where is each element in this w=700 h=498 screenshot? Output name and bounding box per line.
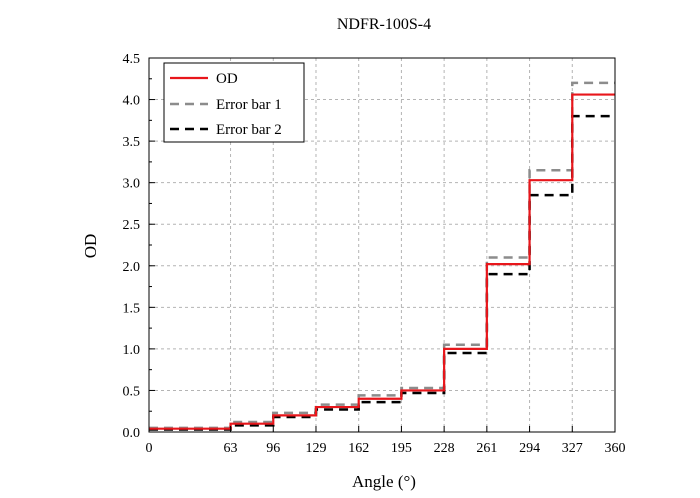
y-axis-title: OD xyxy=(81,234,100,259)
x-tick-label: 162 xyxy=(348,441,369,456)
y-tick-label: 2.5 xyxy=(123,218,141,233)
legend-label-error-bar-2: Error bar 2 xyxy=(216,122,282,138)
y-tick-label: 2.0 xyxy=(123,260,141,275)
plot-lines xyxy=(149,81,615,431)
legend-label-error-bar-1: Error bar 1 xyxy=(216,97,282,113)
chart-title: NDFR-100S-4 xyxy=(337,16,431,33)
y-tick-label: 0.5 xyxy=(123,384,141,399)
x-tick-label: 294 xyxy=(519,441,540,456)
y-tick-label: 0.0 xyxy=(123,426,141,441)
x-tick-label: 0 xyxy=(146,441,153,456)
series-line-error-bar-2 xyxy=(149,114,615,431)
x-tick-labels: 0 63 96 129 162 195 228 261 294 327 360 xyxy=(146,441,626,456)
x-tick-label: 360 xyxy=(605,441,626,456)
x-tick-label: 261 xyxy=(476,441,497,456)
x-tick-label: 327 xyxy=(562,441,583,456)
legend: OD Error bar 1 Error bar 2 xyxy=(163,62,305,143)
y-tick-label: 4.5 xyxy=(123,52,141,67)
y-tick-label: 4.0 xyxy=(123,94,141,109)
y-tick-label: 1.0 xyxy=(123,343,141,358)
x-axis-title: Angle (°) xyxy=(352,472,416,491)
x-tick-label: 96 xyxy=(266,441,280,456)
legend-label-od: OD xyxy=(216,71,238,87)
y-tick-labels: 0.0 0.5 1.0 1.5 2.0 2.5 3.0 3.5 4.0 4.5 xyxy=(123,52,141,441)
y-tick-label: 3.5 xyxy=(123,135,141,150)
x-tick-label: 63 xyxy=(224,441,238,456)
y-tick-label: 3.0 xyxy=(123,177,141,192)
y-tick-label: 1.5 xyxy=(123,301,141,316)
x-tick-label: 195 xyxy=(391,441,412,456)
x-tick-label: 129 xyxy=(305,441,326,456)
x-tick-label: 228 xyxy=(434,441,455,456)
series-line-od xyxy=(149,93,615,430)
axis-ticks xyxy=(148,57,616,433)
